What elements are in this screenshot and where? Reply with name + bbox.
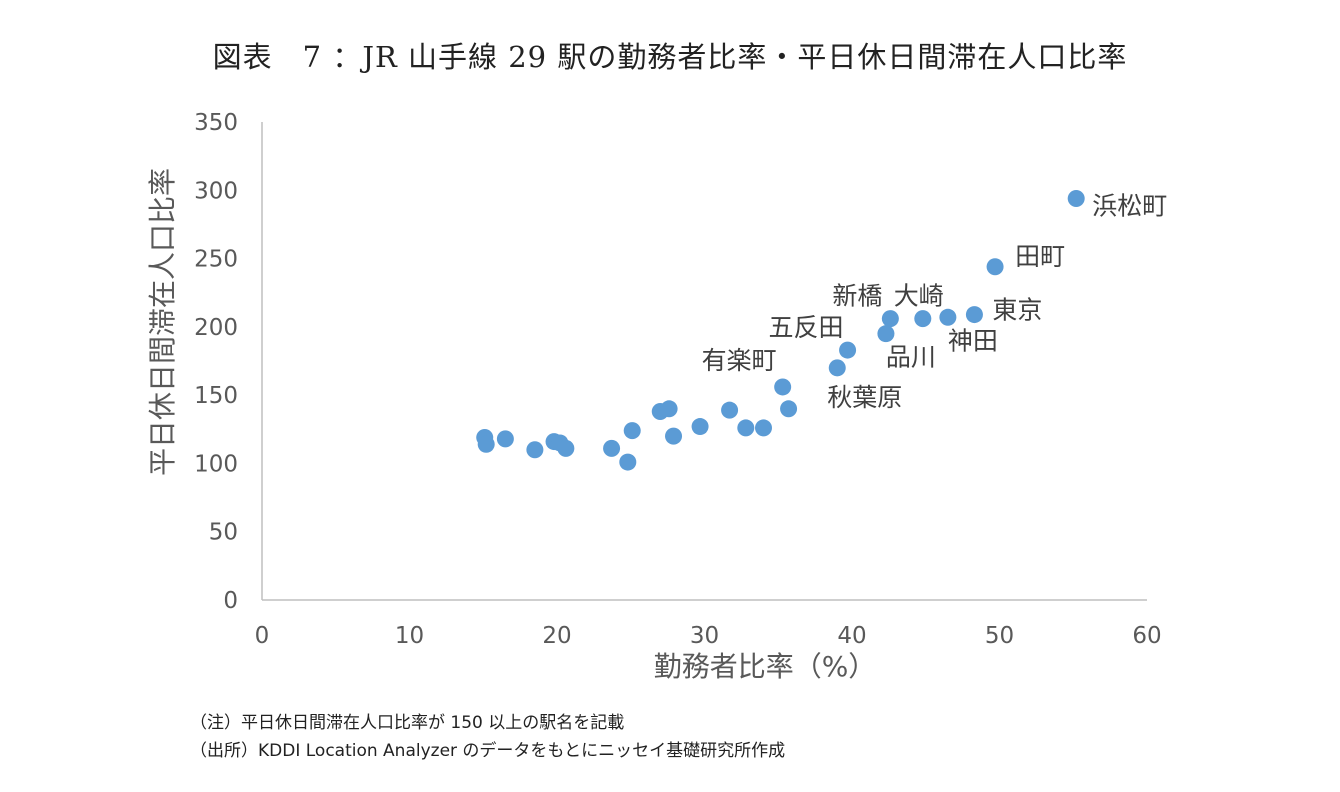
point-label: 品川 [886, 343, 936, 372]
data-point [619, 453, 637, 471]
data-point [557, 439, 575, 457]
y-tick-label: 0 [223, 588, 238, 614]
data-point [914, 310, 932, 328]
data-point [603, 439, 621, 457]
point-label: 田町 [1015, 242, 1065, 271]
tick-labels: 0 10 20 30 40 50 60 0 50 100 150 200 250 300 350 [194, 110, 1162, 649]
x-tick-label: 30 [690, 623, 719, 649]
data-point [660, 400, 678, 418]
data-point [881, 310, 899, 328]
x-tick-label: 20 [542, 623, 571, 649]
axes [261, 122, 1147, 601]
data-point [623, 422, 641, 440]
data-point [721, 401, 739, 419]
point-label: 新橋 [832, 282, 882, 311]
point-label: 東京 [992, 296, 1042, 325]
data-point [828, 359, 846, 377]
y-tick-label: 150 [194, 383, 238, 409]
point-label: 神田 [948, 326, 998, 355]
data-point [755, 419, 772, 437]
data-points [476, 189, 1085, 471]
point-label: 有楽町 [702, 346, 777, 375]
x-tick-label: 50 [985, 623, 1014, 649]
data-point [877, 325, 895, 343]
data-point [526, 441, 544, 459]
data-point [839, 341, 857, 359]
scatter-chart: 0 10 20 30 40 50 60 0 50 100 150 200 250 300 350 有楽町秋葉… [146, 110, 1168, 683]
note-text: （注）平日休日間滞在人口比率が 150 以上の駅名を記載 [190, 713, 625, 733]
data-point [774, 378, 792, 396]
y-tick-label: 250 [194, 247, 238, 273]
y-tick-label: 200 [194, 315, 238, 341]
y-tick-label: 50 [209, 520, 238, 546]
x-axis-label: 勤務者比率（%） [654, 650, 877, 683]
y-axis-label: 平日休日間滞在人口比率 [146, 168, 179, 476]
point-label: 五反田 [769, 313, 844, 342]
data-point [477, 435, 495, 453]
point-label: 浜松町 [1092, 191, 1167, 220]
point-label: 大崎 [894, 282, 944, 311]
x-tick-label: 10 [395, 623, 424, 649]
x-tick-label: 0 [255, 623, 270, 649]
data-point [691, 418, 709, 436]
data-point [737, 419, 755, 437]
data-point [780, 400, 798, 418]
source-text: （出所）KDDI Location Analyzer のデータをもとにニッセイ基… [190, 741, 786, 761]
y-tick-label: 100 [194, 451, 238, 477]
data-point [665, 427, 683, 445]
data-point [986, 258, 1004, 276]
x-tick-label: 60 [1132, 623, 1161, 649]
x-tick-label: 40 [837, 623, 866, 649]
data-point [1067, 189, 1085, 207]
point-label: 秋葉原 [827, 383, 902, 412]
y-tick-label: 350 [194, 110, 238, 136]
y-tick-label: 300 [194, 178, 238, 204]
chart-title: 図表 7 ：JR 山手線 29 駅の勤務者比率・平日休日間滞在人口比率 [212, 40, 1128, 74]
data-point [965, 306, 983, 324]
data-point [939, 308, 957, 326]
data-point [496, 430, 514, 448]
